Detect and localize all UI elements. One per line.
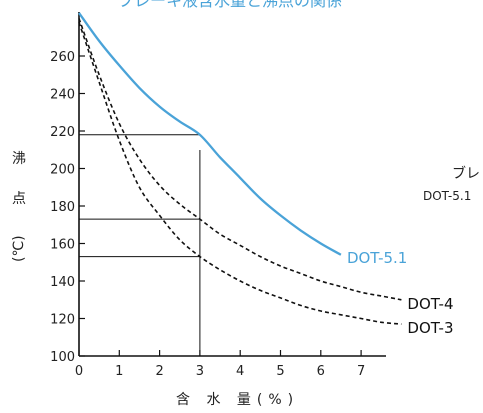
x-ticks: 0 1 2 3 4 5 6 7 — [75, 350, 365, 379]
y-tick-label-240: 240 — [50, 88, 75, 103]
series-label-dot-3: DOT-3 — [407, 319, 453, 337]
cropped-right-text-2: DOT-5.1 — [423, 189, 471, 203]
y-tick-label-200: 200 — [50, 163, 75, 178]
series-group — [78, 12, 402, 325]
x-tick-label-1: 1 — [115, 364, 123, 379]
y-axis-label-unit: (℃) — [11, 235, 27, 262]
series-label-dot-4: DOT-4 — [407, 295, 453, 313]
y-axis-label-char-1: 沸 — [12, 151, 26, 167]
series-line-dot-4 — [78, 18, 402, 301]
y-tick-label-220: 220 — [50, 125, 75, 140]
cropped-right-text-1: ブレ — [452, 165, 480, 182]
x-tick-label-0: 0 — [75, 364, 83, 379]
x-axis-label: 含 水 量(%) — [176, 392, 299, 408]
series-labels: DOT-5.1 DOT-4 DOT-3 — [347, 249, 454, 337]
y-tick-label-180: 180 — [50, 200, 75, 215]
series-line-dot-5-1 — [78, 12, 342, 256]
y-tick-label-140: 140 — [50, 275, 75, 290]
x-tick-label-3: 3 — [196, 364, 204, 379]
y-tick-label-260: 260 — [50, 50, 75, 65]
y-tick-label-160: 160 — [50, 238, 75, 253]
y-ticks: 100 120 140 160 180 200 220 240 260 — [50, 50, 85, 365]
x-tick-label-4: 4 — [236, 364, 244, 379]
reference-lines — [79, 134, 201, 356]
series-line-dot-3 — [78, 22, 402, 325]
y-axis-label-char-2: 点 — [12, 191, 26, 207]
cropped-title: ブレーキ液含水量と沸点の関係 — [118, 0, 342, 10]
y-tick-label-100: 100 — [50, 350, 75, 365]
y-tick-label-120: 120 — [50, 313, 75, 328]
x-tick-label-2: 2 — [155, 364, 163, 379]
x-tick-label-6: 6 — [317, 364, 325, 379]
x-tick-label-7: 7 — [357, 364, 365, 379]
series-label-dot-5-1: DOT-5.1 — [347, 249, 407, 267]
x-tick-label-5: 5 — [276, 364, 284, 379]
